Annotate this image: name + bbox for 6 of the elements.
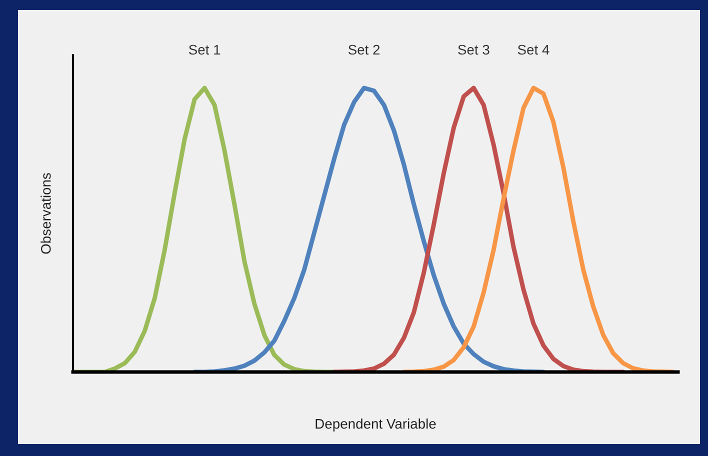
y-axis-title: Observations	[40, 173, 51, 254]
text: Set 2	[348, 44, 380, 55]
text: Set 3	[458, 44, 490, 55]
x-axis-title: Dependent Variable	[316, 418, 436, 432]
text: Set 1	[188, 44, 220, 55]
text: Set 4	[518, 44, 550, 55]
